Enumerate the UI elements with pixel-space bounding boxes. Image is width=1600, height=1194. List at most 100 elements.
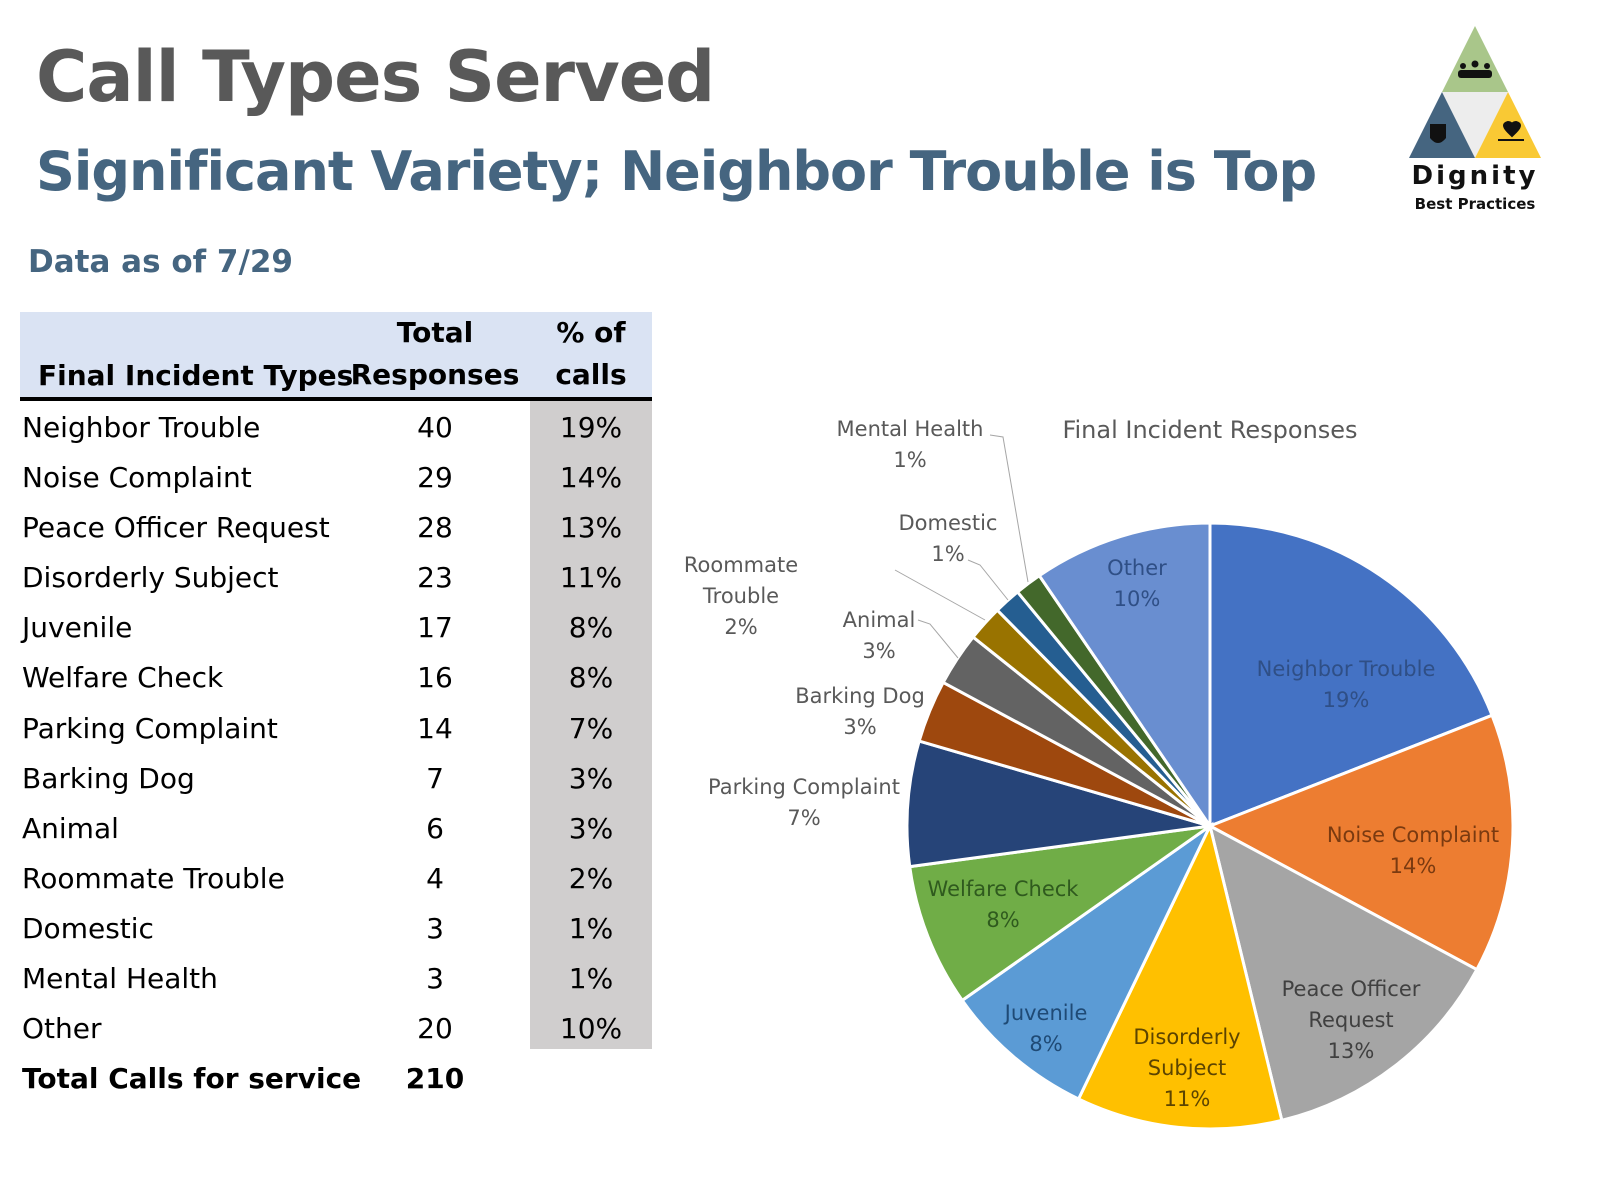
heart-hand-icon: [1498, 120, 1524, 141]
data-date: Data as of 7/29: [28, 244, 293, 280]
response-count: 16: [417, 661, 453, 695]
response-count: 23: [417, 561, 453, 595]
data-label: Neighbor Trouble 19%: [1257, 657, 1436, 712]
percent-of-calls: 10%: [559, 1012, 623, 1046]
response-count: 3: [426, 911, 444, 945]
table-row: Welfare Check 16 8%: [20, 653, 652, 703]
slice-category-label: Parking Complaint: [708, 775, 900, 799]
people-icon: [1458, 60, 1492, 78]
table-row: Disorderly Subject 23 11%: [20, 553, 652, 603]
pie-slice-welfare-check: [908, 824, 1211, 1003]
slice-percent-label: 7%: [787, 806, 820, 830]
slice-percent-label: 1%: [931, 542, 964, 566]
percent-of-calls: 8%: [568, 661, 614, 695]
data-label: Animal 3%: [843, 608, 916, 663]
percent-of-calls: 14%: [559, 461, 623, 495]
pie-slice-peace-officer-request: [1207, 823, 1479, 1123]
table-row: Noise Complaint 29 14%: [20, 453, 652, 503]
response-count: 17: [417, 611, 453, 645]
incident-type: Disorderly Subject: [22, 561, 279, 595]
data-label: Barking Dog 3%: [795, 684, 925, 739]
page-title: Call Types Served: [36, 36, 715, 118]
data-label: Roommate Trouble 2%: [684, 553, 798, 639]
pie-slice-disorderly-subject: [1076, 821, 1284, 1131]
table-row: Domestic 3 1%: [20, 904, 652, 954]
slice-category-label: Trouble: [702, 584, 779, 608]
pie-slice-other: [1037, 521, 1212, 831]
incident-table: Final Incident Types Total Responses % o…: [20, 312, 652, 1104]
response-count: 29: [417, 461, 453, 495]
slice-category-label: Subject: [1148, 1056, 1227, 1080]
leader-line: [967, 559, 1009, 601]
percent-column-shading: [530, 401, 652, 1049]
slice-category-label: Barking Dog: [795, 684, 925, 708]
slice-percent-label: 3%: [862, 639, 895, 663]
header-percent: % of calls: [530, 312, 652, 396]
table-row: Animal 6 3%: [20, 804, 652, 854]
total-label: Total Calls for service: [22, 1062, 362, 1096]
table-header: Final Incident Types Total Responses % o…: [20, 312, 652, 401]
percent-of-calls: 13%: [559, 511, 623, 545]
svg-text:Dignity: Dignity: [1412, 161, 1539, 191]
header-line: calls: [555, 358, 627, 391]
percent-of-calls: 2%: [568, 861, 614, 895]
chart-title: Final Incident Responses: [1062, 416, 1357, 444]
incident-type: Noise Complaint: [22, 461, 252, 495]
slice-percent-label: 19%: [1323, 688, 1370, 712]
slice-percent-label: 14%: [1390, 854, 1437, 878]
incident-type: Domestic: [22, 911, 154, 945]
total-value: 210: [405, 1062, 465, 1096]
slice-percent-label: 11%: [1164, 1087, 1211, 1111]
response-count: 4: [426, 861, 444, 895]
incident-type: Mental Health: [22, 962, 218, 996]
slice-percent-label: 13%: [1328, 1039, 1375, 1063]
percent-of-calls: 7%: [568, 711, 614, 745]
percent-of-calls: 3%: [568, 811, 614, 845]
slice-category-label: Request: [1308, 1008, 1393, 1032]
slice-percent-label: 8%: [1029, 1032, 1062, 1056]
slice-percent-label: 3%: [843, 715, 876, 739]
svg-text:Best Practices: Best Practices: [1415, 195, 1536, 213]
response-count: 14: [417, 711, 453, 745]
shield-icon: [1430, 124, 1446, 143]
response-count: 3: [426, 962, 444, 996]
table-row: Peace Officer Request 28 13%: [20, 503, 652, 553]
percent-of-calls: 19%: [559, 411, 623, 444]
slice-percent-label: 10%: [1114, 587, 1161, 611]
pie-slice-juvenile: [960, 821, 1214, 1101]
slice-category-label: Noise Complaint: [1327, 823, 1499, 847]
pie-slice-neighbor-trouble: [1208, 521, 1494, 829]
table-row: Other 20 10%: [20, 1004, 652, 1054]
slice-category-label: Mental Health: [837, 417, 984, 441]
slice-category-label: Domestic: [899, 511, 998, 535]
response-count: 20: [417, 1012, 453, 1046]
slice-category-label: Animal: [843, 608, 916, 632]
percent-of-calls: 8%: [568, 611, 614, 645]
incident-type: Animal: [22, 811, 119, 845]
slice-category-label: Neighbor Trouble: [1257, 657, 1436, 681]
data-label: Noise Complaint 14%: [1327, 823, 1499, 878]
incident-type: Neighbor Trouble: [22, 411, 261, 444]
incident-type: Juvenile: [22, 611, 133, 645]
leader-line: [989, 434, 1029, 583]
percent-of-calls: 1%: [568, 962, 614, 996]
percent-of-calls: 1%: [568, 911, 614, 945]
table-row: Parking Complaint 14 7%: [20, 704, 652, 754]
response-count: 6: [426, 811, 444, 845]
slice-category-label: Peace Officer: [1282, 977, 1421, 1001]
total-row: Total Calls for service 210: [20, 1054, 652, 1104]
slice-category-label: Welfare Check: [928, 877, 1080, 901]
table-row: Mental Health 3 1%: [20, 954, 652, 1004]
pie-slice-noise-complaint: [1206, 713, 1515, 972]
incident-type: Other: [22, 1012, 102, 1046]
pie-slice-parking-complaint: [905, 739, 1211, 869]
table-body: Neighbor Trouble 40 19% Noise Complaint 29 14…: [20, 403, 652, 1054]
slice-percent-label: 8%: [986, 908, 1019, 932]
header-line: Responses: [350, 358, 520, 391]
slice-percent-label: 1%: [893, 448, 926, 472]
leader-line: [917, 619, 959, 659]
response-count: 40: [417, 411, 453, 444]
table-row: Barking Dog 7 3%: [20, 754, 652, 804]
dignity-logo: Dignity Best Practices: [1409, 26, 1541, 213]
